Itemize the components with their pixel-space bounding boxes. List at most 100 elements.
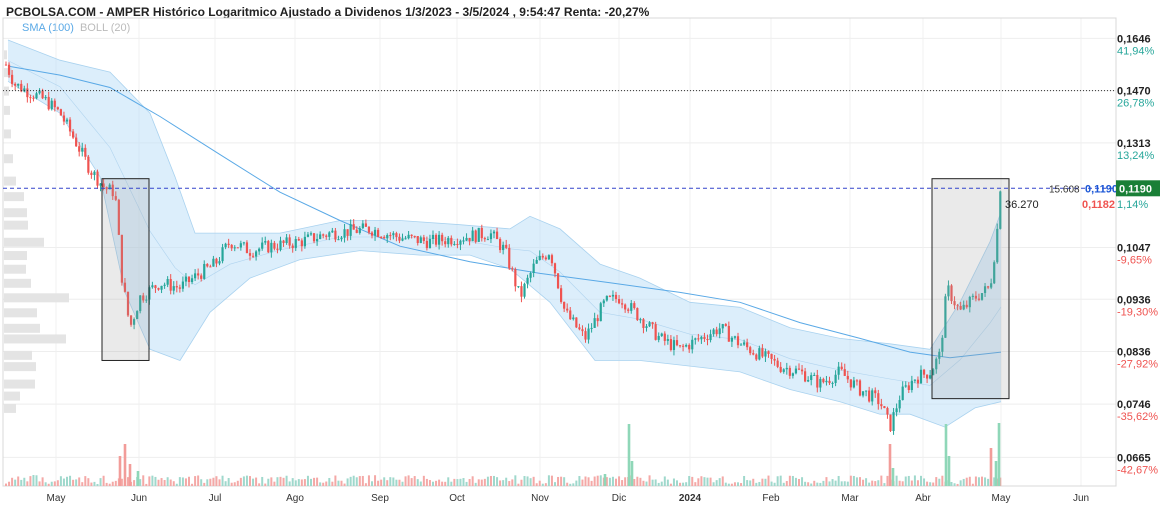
volume-bar — [276, 477, 279, 486]
candle-body — [837, 366, 840, 375]
volume-bar — [389, 477, 392, 486]
volume-bar — [41, 477, 44, 486]
candle-body — [270, 242, 273, 253]
candle-body — [309, 233, 313, 235]
candle-body — [96, 171, 99, 186]
candle-body — [334, 230, 337, 240]
plot-frame — [2, 17, 1117, 487]
candle-body — [999, 191, 1002, 229]
candle-body — [441, 234, 444, 242]
candle-body — [47, 96, 50, 110]
volume-bar — [755, 482, 758, 486]
candle-body — [730, 337, 733, 342]
candle-body — [477, 227, 480, 242]
volume-bar — [105, 482, 108, 486]
volume-bar — [895, 475, 898, 486]
candle-body — [855, 380, 859, 382]
candle-body — [785, 367, 788, 370]
volume-bar — [785, 481, 788, 486]
volume-spike — [944, 424, 948, 486]
candle-body — [959, 305, 962, 310]
candle-body — [126, 291, 130, 316]
candle-body — [62, 115, 66, 122]
candle-body — [383, 237, 386, 239]
candle-body — [794, 368, 798, 374]
candle-body — [627, 309, 630, 311]
volume-spike — [630, 461, 634, 486]
volume-bar — [563, 477, 566, 486]
volume-bar — [133, 480, 136, 486]
candle-body — [258, 248, 261, 252]
candle-body — [648, 322, 651, 327]
volume-bar — [166, 477, 169, 486]
volume-bar — [249, 476, 251, 486]
volume-bar — [849, 475, 852, 486]
candle-body — [614, 294, 618, 300]
volume-bar — [965, 477, 968, 486]
volume-bar — [322, 482, 325, 486]
candles — [4, 61, 1002, 435]
volume-bar — [69, 475, 72, 486]
volume-bar — [703, 477, 706, 486]
candle-body — [651, 322, 654, 325]
volume-bar — [639, 477, 642, 486]
y-tick-percent: -27,92% — [1117, 359, 1158, 371]
y-tick-label: 0,0746 — [1117, 399, 1151, 411]
volume-bar — [916, 480, 919, 486]
last-percent-label: 1,14% — [1117, 199, 1148, 211]
legend-boll[interactable]: BOLL (20) — [79, 22, 131, 34]
candle-body — [377, 229, 380, 237]
last-price-label: 0,1182 — [1082, 199, 1115, 211]
candle-body — [520, 286, 523, 297]
volume-bar — [645, 481, 648, 486]
volume-bar — [29, 476, 32, 486]
candle-body — [950, 285, 953, 302]
candle-body — [788, 367, 791, 376]
volume-bar — [499, 480, 502, 486]
volume-bar — [764, 478, 767, 486]
volume-bar — [145, 483, 148, 486]
candle-body — [483, 238, 486, 240]
volume-bar — [819, 482, 822, 486]
x-tick-label: Ago — [286, 493, 304, 504]
candle-body — [523, 283, 526, 297]
candle-body — [4, 64, 8, 66]
volume-bar — [288, 481, 291, 486]
volume-bar — [666, 479, 669, 486]
candle-body — [349, 224, 352, 236]
candle-body — [746, 342, 749, 348]
candle-body — [929, 375, 932, 379]
candle-body — [419, 237, 422, 244]
candle-body — [816, 374, 819, 388]
volume-bar — [779, 475, 782, 486]
volume-bar — [334, 475, 337, 486]
candle-body — [87, 156, 90, 173]
volume-bar — [374, 475, 377, 486]
candle-body — [26, 88, 29, 98]
volume-bar — [706, 477, 709, 486]
volume-bar — [377, 480, 380, 486]
candle-body — [499, 239, 502, 251]
volume-profile-bar — [4, 237, 44, 247]
volume-bar — [733, 482, 736, 486]
volume-bar — [428, 480, 431, 486]
candle-body — [868, 390, 871, 402]
candle-body — [78, 146, 81, 152]
volume-bar — [852, 475, 855, 486]
volume-bar — [148, 476, 151, 486]
volume-bar — [788, 475, 791, 486]
candle-body — [636, 308, 639, 321]
volume-spike — [627, 424, 631, 486]
candle-body — [621, 303, 624, 305]
candle-body — [535, 260, 538, 264]
volume-bar — [175, 483, 178, 486]
bollinger-upper — [7, 39, 1002, 350]
candle-body — [276, 248, 279, 250]
legend-sma[interactable]: SMA (100) — [22, 22, 74, 34]
volume-bar — [496, 477, 499, 486]
candle-body — [316, 238, 319, 242]
candle-body — [697, 338, 700, 340]
volume-bar — [349, 476, 352, 486]
candle-body — [977, 298, 981, 300]
